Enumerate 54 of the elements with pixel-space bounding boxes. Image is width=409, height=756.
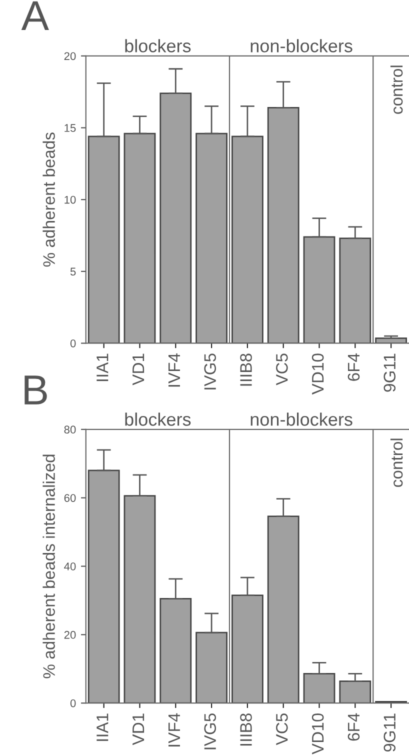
x-tick-label: IIIB8: [240, 354, 252, 386]
x-tick-label: IIA1: [96, 714, 108, 741]
bar: [160, 92, 192, 344]
y-axis-title: % adherent beads: [42, 132, 55, 267]
bar: [267, 106, 300, 344]
annotation: control: [390, 438, 403, 487]
text: non-blockers: [250, 412, 352, 426]
x-tick-label: IIIB8: [240, 714, 252, 746]
y-tick-label: 60: [64, 494, 76, 502]
x-tick-label: VC5: [276, 354, 288, 386]
x-tick-label: IVG5: [204, 714, 216, 750]
x-tick-label: 6F4: [348, 713, 360, 741]
bar: [267, 516, 300, 704]
x-tick-label: IVG5: [204, 354, 216, 390]
y-tick-label: 40: [64, 562, 76, 570]
text: A: [21, 1, 49, 30]
bar: [231, 136, 264, 344]
y-tick-label: 20: [64, 52, 76, 60]
y-tick-label: 0: [70, 699, 76, 708]
y-tick-label: 5: [70, 268, 76, 276]
y-tick-label: 80: [64, 426, 76, 434]
x-tick-label: VC5: [276, 714, 288, 746]
y-tick-label: 15: [64, 124, 76, 132]
x-tick-label: VD10: [312, 354, 324, 395]
bar: [339, 680, 372, 704]
x-tick-label: IVF4: [168, 353, 180, 387]
x-tick-label: IIA1: [96, 354, 108, 382]
y-tick-label: 20: [64, 630, 76, 639]
bar: [88, 136, 120, 344]
bar: [196, 632, 228, 704]
bar: [303, 672, 336, 704]
x-tick-label: 9G11: [384, 354, 396, 392]
bar: [160, 598, 192, 704]
text: B: [24, 376, 47, 404]
annotation: control: [390, 66, 403, 114]
bar: [88, 470, 120, 704]
x-tick-label: VD10: [312, 713, 324, 754]
bar: [339, 238, 372, 344]
bar: [231, 594, 264, 704]
bar: [124, 132, 156, 344]
bar: [196, 132, 228, 344]
text: blockers: [125, 39, 191, 52]
x-tick-label: 9G11: [384, 714, 396, 752]
y-axis-title: % adherent beads internalized: [42, 454, 55, 678]
text: non-blockers: [250, 39, 352, 52]
x-tick-label: IVF4: [168, 713, 180, 746]
bar: [303, 236, 336, 344]
x-tick-label: VD1: [132, 354, 144, 386]
x-tick-label: VD1: [132, 714, 144, 746]
y-tick-label: 10: [64, 196, 76, 204]
y-tick-label: 0: [70, 339, 76, 348]
bar: [124, 495, 156, 704]
x-tick-label: 6F4: [348, 353, 360, 381]
text: blockers: [125, 412, 191, 426]
